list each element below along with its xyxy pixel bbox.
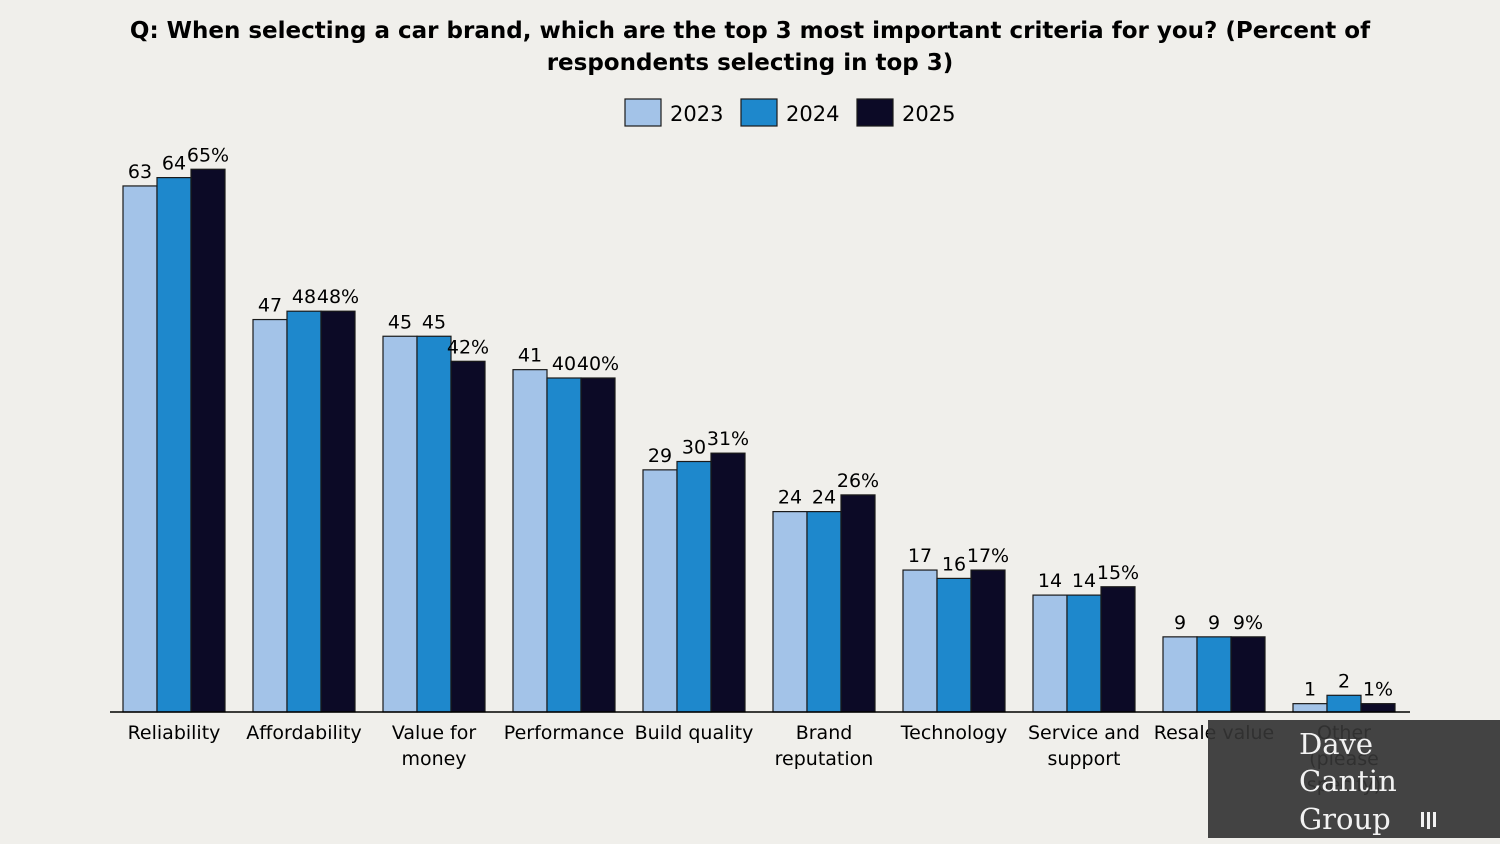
value-label-technology-2025: 17% [967,545,1009,567]
value-label-service-and-support-2023: 14 [1038,570,1062,592]
category-label-build-quality: Build quality [635,722,754,744]
bar-other-please-specify-2025 [1360,703,1396,713]
value-label-performance-2025: 40% [577,353,619,375]
bar-performance-2024 [546,377,582,713]
logo-line-group: Group [1299,802,1391,836]
category-labels: Reliability Affordability Value for money Pe… [128,722,1382,796]
category-label-technology: Technology [900,722,1007,744]
bar-value-for-money-2024 [416,335,452,713]
bar-other-please-specify-2024 [1326,694,1362,713]
legend-label-2024: 2024 [786,102,839,126]
category-label-value-for-money: Value for money [392,722,477,770]
value-label-other-please-specify-2024: 2 [1338,670,1350,692]
category-label-affordability: Affordability [246,722,361,744]
legend-swatch-2024 [740,98,778,127]
value-label-affordability-2025: 48% [317,286,359,308]
category-label-service-and-support: Service and support [1028,722,1140,770]
value-label-brand-reputation-2025: 26% [837,470,879,492]
value-label-service-and-support-2024: 14 [1072,570,1096,592]
category-label-reliability: Reliability [128,722,221,744]
value-label-affordability-2023: 47 [258,295,282,317]
value-label-resale-value-2025: 9% [1233,612,1263,634]
value-label-resale-value-2024: 9 [1208,612,1220,634]
bar-service-and-support-2024 [1066,594,1102,713]
bar-value-for-money-2025 [450,360,486,713]
bar-affordability-2024 [286,310,322,713]
value-label-technology-2024: 16 [942,553,966,575]
bar-technology-2025 [970,569,1006,713]
bar-other-please-specify-2023 [1292,703,1328,713]
bar-build-quality-2024 [676,460,712,713]
bar-service-and-support-2023 [1032,594,1068,713]
legend-swatch-2023 [624,98,662,127]
bar-value-for-money-2023 [382,335,418,713]
chart-title: Q: When selecting a car brand, which are… [130,18,1371,76]
value-label-brand-reputation-2023: 24 [778,487,802,509]
bar-reliability-2025 [190,168,226,713]
bar-service-and-support-2025 [1100,586,1136,713]
value-label-affordability-2024: 48 [292,286,316,308]
value-label-performance-2024: 40 [552,353,576,375]
value-label-performance-2023: 41 [518,345,542,367]
category-label-performance: Performance [504,722,624,744]
value-label-value-for-money-2023: 45 [388,311,412,333]
value-label-other-please-specify-2023: 1 [1304,679,1316,701]
bar-brand-reputation-2025 [840,494,876,713]
chart-title-line-1: Q: When selecting a car brand, which are… [130,18,1371,44]
value-label-technology-2023: 17 [908,545,932,567]
company-logo: Dave Cantin Group [1208,720,1500,838]
value-label-build-quality-2025: 31% [707,428,749,450]
bar-series [122,168,1396,713]
chart-legend: 2023 2024 2025 [624,98,955,127]
value-label-build-quality-2024: 30 [682,437,706,459]
bar-resale-value-2023 [1162,636,1198,713]
bar-brand-reputation-2023 [772,511,808,713]
bar-technology-2023 [902,569,938,713]
bar-affordability-2023 [252,318,288,713]
value-label-other-please-specify-2025: 1% [1363,679,1393,701]
bar-affordability-2025 [320,310,356,713]
bar-brand-reputation-2024 [806,511,842,713]
chart-title-line-2: respondents selecting in top 3) [547,50,954,76]
logo-line-dave: Dave [1299,727,1374,761]
bar-technology-2024 [936,577,972,713]
bar-resale-value-2024 [1196,636,1232,713]
value-label-brand-reputation-2024: 24 [812,487,836,509]
bar-reliability-2024 [156,177,192,713]
bar-reliability-2023 [122,185,158,713]
value-label-resale-value-2023: 9 [1174,612,1186,634]
legend-label-2025: 2025 [902,102,955,126]
value-label-value-for-money-2024: 45 [422,311,446,333]
bar-build-quality-2023 [642,469,678,713]
legend-label-2023: 2023 [670,102,723,126]
logo-line-cantin: Cantin [1299,764,1397,798]
value-label-reliability-2023: 63 [128,161,152,183]
value-label-reliability-2024: 64 [162,153,186,175]
value-label-build-quality-2023: 29 [648,445,672,467]
value-label-reliability-2025: 65% [187,144,229,166]
legend-swatch-2025 [856,98,894,127]
bar-performance-2025 [580,377,616,713]
value-label-service-and-support-2025: 15% [1097,562,1139,584]
bar-build-quality-2025 [710,452,746,713]
bar-performance-2023 [512,369,548,713]
bar-resale-value-2025 [1230,636,1266,713]
category-label-brand-reputation: Brand reputation [775,722,874,770]
flag-icon [1421,812,1436,829]
value-label-value-for-money-2025: 42% [447,336,489,358]
